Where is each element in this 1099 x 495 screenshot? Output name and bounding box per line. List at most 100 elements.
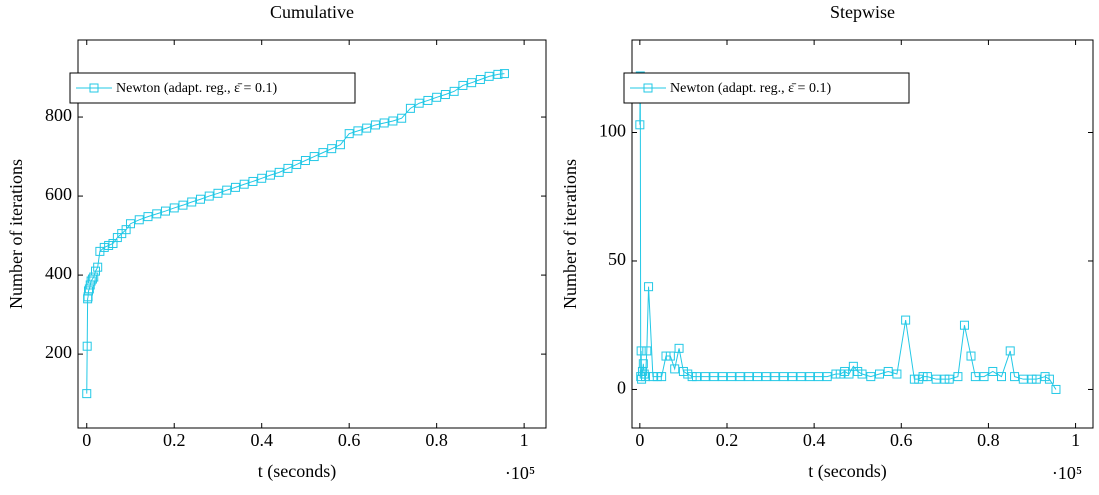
data-point xyxy=(370,120,380,130)
data-point xyxy=(344,129,354,139)
legend-swatch-marker xyxy=(89,83,99,93)
data-point xyxy=(423,95,433,105)
data-point xyxy=(761,372,771,382)
data-point xyxy=(901,315,911,325)
data-point xyxy=(1018,374,1028,384)
y-axis-label: Number of iterations xyxy=(6,159,26,309)
data-point xyxy=(970,372,980,382)
data-point xyxy=(657,372,667,382)
data-point xyxy=(1031,374,1041,384)
data-point xyxy=(959,320,969,330)
x-axis-label: t (seconds) xyxy=(258,461,336,482)
data-point xyxy=(300,156,310,166)
data-point xyxy=(484,71,494,81)
data-point xyxy=(638,359,648,369)
x-tick-label: 0.6 xyxy=(890,430,913,450)
data-point xyxy=(204,191,214,201)
data-point xyxy=(644,282,654,292)
data-point xyxy=(265,170,275,180)
data-point xyxy=(1005,346,1015,356)
data-point xyxy=(796,372,806,382)
data-point xyxy=(134,215,144,225)
data-point xyxy=(362,123,372,133)
data-point xyxy=(1010,372,1020,382)
data-point xyxy=(335,140,345,150)
data-point xyxy=(82,389,92,399)
legend: Newton (adapt. reg., ε̄ = 0.1) xyxy=(69,72,356,104)
data-point xyxy=(665,351,675,361)
data-point xyxy=(639,369,649,379)
data-point xyxy=(178,200,188,210)
chart-title: Stepwise xyxy=(830,2,895,22)
data-point xyxy=(636,372,646,382)
data-point xyxy=(327,144,337,154)
data-point xyxy=(770,372,780,382)
x-tick-label: 0.4 xyxy=(250,430,273,450)
y-tick-label: 0 xyxy=(617,378,626,398)
data-point xyxy=(944,374,954,384)
data-point xyxy=(866,372,876,382)
data-point xyxy=(1051,384,1061,394)
legend-label: Newton (adapt. reg., ε̄ = 0.1) xyxy=(116,81,277,96)
legend-box xyxy=(69,72,356,104)
data-point xyxy=(892,369,902,379)
data-point xyxy=(813,372,823,382)
chart-title: Cumulative xyxy=(270,2,354,22)
x-tick-label: 0.8 xyxy=(425,430,448,450)
data-point xyxy=(83,286,93,296)
x-tick-label: 0.2 xyxy=(163,430,186,450)
data-point xyxy=(670,364,680,374)
data-point xyxy=(691,372,701,382)
legend: Newton (adapt. reg., ε̄ = 0.1) xyxy=(623,72,910,104)
data-point xyxy=(499,69,509,79)
x-axis-label: t (seconds) xyxy=(808,461,886,482)
data-point xyxy=(230,182,240,192)
y-tick-label: 200 xyxy=(45,342,72,362)
y-tick-label: 400 xyxy=(45,263,72,283)
data-point xyxy=(953,372,963,382)
data-point xyxy=(458,80,468,90)
legend-swatch-marker xyxy=(643,83,653,93)
legend-box xyxy=(623,72,910,104)
data-point xyxy=(125,219,135,229)
data-point xyxy=(787,372,797,382)
series-line xyxy=(639,75,1057,390)
data-point xyxy=(449,86,459,96)
data-point xyxy=(397,113,407,123)
series-line xyxy=(86,73,505,394)
data-point xyxy=(318,148,328,158)
data-point xyxy=(195,194,205,204)
data-point xyxy=(222,185,232,195)
data-point xyxy=(213,188,223,198)
x-tick-label: 1 xyxy=(1071,430,1080,450)
data-point xyxy=(641,372,651,382)
data-point xyxy=(89,272,99,282)
data-point xyxy=(674,343,684,353)
data-point xyxy=(160,206,170,216)
data-point xyxy=(822,372,832,382)
x-tick-label: 0.2 xyxy=(716,430,739,450)
data-point xyxy=(1044,374,1054,384)
data-point xyxy=(82,341,92,351)
data-point xyxy=(432,92,442,102)
x-tick-label: 0.6 xyxy=(338,430,361,450)
data-point xyxy=(257,173,267,183)
data-point xyxy=(405,103,415,113)
data-point xyxy=(709,372,719,382)
data-point xyxy=(857,369,867,379)
data-point xyxy=(752,372,762,382)
x-tick-label: 0 xyxy=(635,430,644,450)
data-point xyxy=(93,262,103,272)
data-point xyxy=(744,372,754,382)
y-tick-label: 800 xyxy=(45,105,72,125)
data-point xyxy=(274,167,284,177)
data-point xyxy=(467,78,477,88)
data-point xyxy=(414,98,424,108)
data-point xyxy=(292,159,302,169)
y-tick-label: 600 xyxy=(45,184,72,204)
x-tick-label: 0.8 xyxy=(977,430,1000,450)
data-point xyxy=(493,69,503,79)
x-tick-label: 1 xyxy=(520,430,529,450)
data-point xyxy=(966,351,976,361)
